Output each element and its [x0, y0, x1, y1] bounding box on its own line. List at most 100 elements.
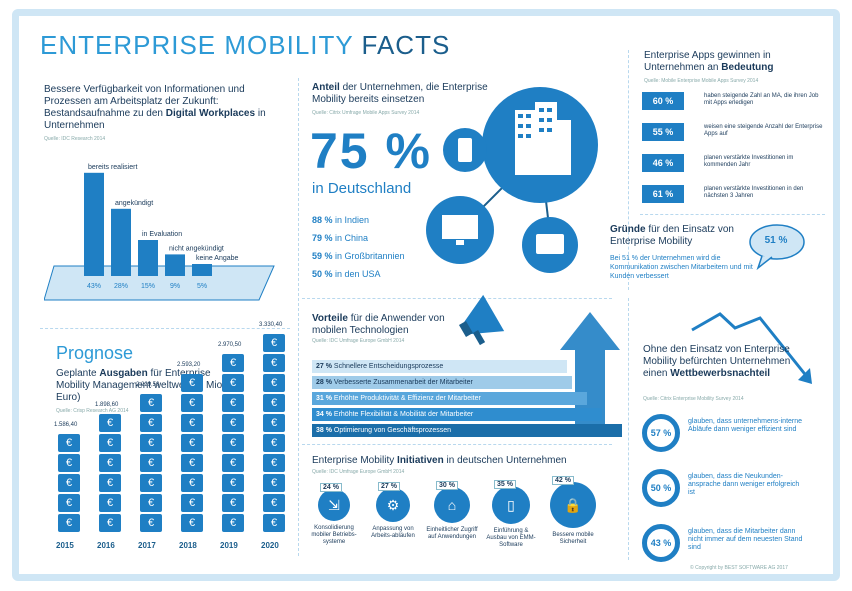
coin-icon: €	[99, 434, 121, 452]
coin-icon: €	[99, 414, 121, 432]
country-name: in China	[332, 233, 369, 243]
vorteil-label: Schnellere Entscheidungsprozesse	[333, 363, 444, 370]
vorteil-label: Erhöhte Flexibilität & Mobilität der Mit…	[333, 411, 474, 418]
tablet-base	[44, 265, 275, 301]
reasons-bubble-value: 51 %	[764, 235, 788, 246]
initiative-label: Einführung & Ausbau von EMM-Software	[486, 528, 536, 548]
initiative-pct: 30 %	[436, 481, 458, 490]
megaphone-icon	[458, 294, 505, 346]
vorteil-bar-3: 34 % Erhöhte Flexibilität & Mobilität de…	[312, 408, 602, 421]
coin-column-3: € € € € € € € €	[181, 374, 203, 532]
country-row: 59 % in Großbritannien	[312, 251, 405, 261]
coin-icon: €	[222, 374, 244, 392]
app-pct-box: 60 %	[642, 92, 684, 110]
initiative-icon: ⇲	[318, 489, 350, 521]
coin-icon: €	[58, 474, 80, 492]
coin-icon: €	[181, 374, 203, 392]
coin-column-2: € € € € € € €	[140, 394, 162, 532]
bar-category-3: nicht angekündigt	[169, 245, 224, 252]
vorteil-label: Verbesserte Zusammenarbeit der Mitarbeit…	[333, 379, 473, 386]
initiativen-source: Quelle: IDC Umfrage Europe GmbH 2014	[312, 469, 405, 475]
coin-icon: €	[222, 474, 244, 492]
initiative-label: Bessere mobile Sicherheit	[552, 532, 594, 545]
country-row: 88 % in Indien	[312, 215, 369, 225]
competition-text: glauben, dass die Mitarbeiter dann nicht…	[688, 528, 803, 551]
coin-icon: €	[222, 434, 244, 452]
device-network	[426, 87, 598, 273]
apps-heading: Enterprise Apps gewinnen in Unternehmen …	[644, 50, 774, 73]
competition-source: Quelle: Citrix Enterprise Mobility Surve…	[643, 396, 744, 402]
vorteil-pct: 31 %	[316, 395, 334, 402]
vorteil-label: Erhöhte Produktivität & Effizienz der Mi…	[333, 395, 481, 402]
year-label-3: 2018	[179, 541, 197, 550]
coin-icon: €	[181, 454, 203, 472]
coin-icon: €	[99, 454, 121, 472]
coin-icon: €	[263, 494, 285, 512]
app-text: haben steigende Zahl an MA, die ihren Jo…	[704, 93, 819, 106]
coin-icon: €	[181, 414, 203, 432]
coin-icon: €	[181, 474, 203, 492]
vorteil-bar-1: 28 % Verbesserte Zusammenarbeit der Mita…	[312, 376, 572, 389]
reasons-heading: Gründe für den Einsatz von Enterprise Mo…	[610, 224, 734, 247]
coin-icon: €	[181, 494, 203, 512]
vorteil-bar-0: 27 % Schnellere Entscheidungsprozesse	[312, 360, 567, 373]
initiative-icon: ⚙	[376, 488, 410, 522]
coin-icon: €	[263, 414, 285, 432]
year-label-2: 2017	[138, 541, 156, 550]
coin-value-2: 2.229,50	[136, 382, 160, 388]
initiative-pct: 24 %	[320, 483, 342, 492]
app-pct-box: 46 %	[642, 154, 684, 172]
coin-icon: €	[58, 434, 80, 452]
initiative-label: Einheitlicher Zugriff auf Anwendungen	[426, 527, 478, 540]
coin-icon: €	[140, 454, 162, 472]
coin-value-4: 2.970,50	[218, 342, 242, 348]
app-pct-box: 61 %	[642, 185, 684, 203]
coin-icon: €	[181, 394, 203, 412]
coin-column-4: € € € € € € € € €	[222, 354, 244, 532]
title-part2: FACTS	[361, 30, 451, 60]
country-row: 50 % in den USA	[312, 269, 381, 279]
competition-ring: 50 %	[642, 469, 680, 507]
coin-icon: €	[222, 514, 244, 532]
initiativen-heading: Enterprise Mobility Initiativen in deuts…	[312, 455, 567, 466]
prognose-title: Prognose	[56, 343, 134, 363]
year-label-0: 2015	[56, 541, 74, 550]
competition-text: glauben, dass die Neukunden-ansprache da…	[688, 473, 800, 496]
bar-1	[111, 208, 131, 276]
coin-icon: €	[263, 394, 285, 412]
coin-icon: €	[140, 514, 162, 532]
coin-column-5: € € € € € € € € € €	[263, 334, 285, 532]
coin-icon: €	[140, 434, 162, 452]
app-text: weisen eine steigende Anzahl der Enterpr…	[704, 124, 823, 137]
app-text: planen verstärkte Investitionen im komme…	[704, 155, 794, 168]
coin-icon: €	[263, 434, 285, 452]
country-name: in den USA	[332, 269, 381, 279]
vorteile-heading: Vorteile für die Anwender von mobilen Te…	[312, 313, 445, 336]
coin-value-3: 2.593,20	[177, 362, 201, 368]
coin-icon: €	[140, 494, 162, 512]
year-label-1: 2016	[97, 541, 115, 550]
bar-value-1: 28%	[114, 283, 128, 290]
bar-value-2: 15%	[141, 283, 155, 290]
coin-icon: €	[99, 514, 121, 532]
coin-icon: €	[140, 474, 162, 492]
country-name: in Großbritannien	[332, 251, 405, 261]
initiative-pct: 27 %	[378, 482, 400, 491]
bar-3	[165, 254, 185, 276]
initiative-icon: ⌂	[434, 487, 470, 523]
vorteil-pct: 28 %	[316, 379, 334, 386]
bar-0	[84, 172, 104, 276]
country-pct: 88 %	[312, 215, 333, 225]
coin-icon: €	[222, 394, 244, 412]
competition-heading: Ohne den Einsatz von Enterprise Mobility…	[643, 344, 791, 379]
reasons-text: Bei 51 % der Unternehmen wird die Kommun…	[610, 255, 753, 280]
vorteil-bar-2: 31 % Erhöhte Produktivität & Effizienz d…	[312, 392, 587, 405]
coin-icon: €	[181, 434, 203, 452]
competition-ring: 43 %	[642, 524, 680, 562]
bar-value-0: 43%	[87, 283, 101, 290]
bar-value-3: 9%	[170, 283, 180, 290]
workplace-intro: Bessere Verfügbarkeit von Informationen …	[44, 84, 266, 131]
bar-value-4: 5%	[197, 283, 207, 290]
decline-arrow	[691, 312, 812, 384]
copyright: © Copyright by BEST SOFTWARE AG 2017	[690, 565, 788, 571]
